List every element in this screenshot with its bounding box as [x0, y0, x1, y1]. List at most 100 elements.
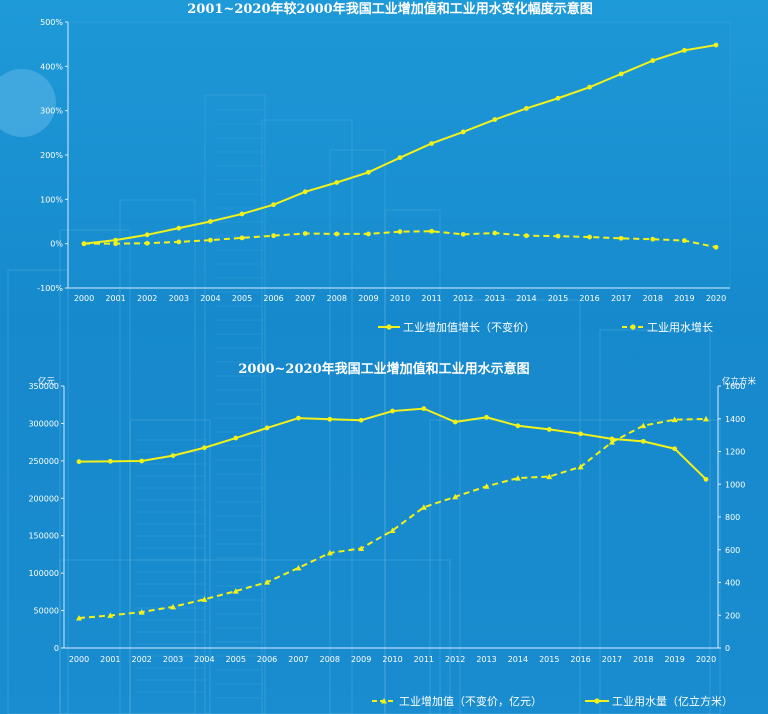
y-left-tick-label: 50000	[34, 607, 59, 616]
x-tick-label: 2011	[421, 294, 441, 303]
series-1-point	[703, 415, 709, 422]
series-1-point	[452, 493, 459, 500]
x-tick-label: 2005	[232, 294, 252, 303]
x-tick-label: 2012	[445, 655, 465, 664]
x-tick-label: 2000	[69, 655, 89, 664]
x-tick-label: 2003	[163, 655, 183, 664]
y-right-tick-label: 800	[725, 513, 740, 522]
x-tick-label: 2001	[105, 294, 125, 303]
y-left-tick-label: 300000	[28, 419, 59, 428]
series-2-point	[264, 425, 270, 431]
series-2-point	[296, 415, 301, 421]
moon-decoration	[0, 69, 56, 137]
series-2-point	[703, 476, 709, 482]
y-right-tick-label: 1000	[725, 480, 745, 489]
series-1-point	[546, 473, 553, 480]
series-1-point	[671, 416, 678, 423]
series-2-point	[555, 233, 561, 239]
x-tick-label: 2012	[453, 294, 473, 303]
legend-label: 工业用水量（亿立方米）	[612, 694, 733, 708]
x-tick-label: 2004	[194, 655, 214, 664]
series-2-point	[546, 426, 552, 432]
series-1-point	[76, 615, 82, 621]
series-2-point	[170, 453, 176, 458]
building-outline	[459, 299, 581, 714]
series-2-point	[107, 458, 113, 464]
series-2-point	[302, 231, 308, 236]
series-1-point	[239, 211, 245, 217]
x-tick-label: 2007	[288, 655, 308, 664]
series-1-point	[555, 95, 561, 101]
series-2-point	[271, 233, 276, 239]
series-1-point	[264, 579, 271, 585]
series-1-point	[232, 588, 239, 594]
series-2-point	[144, 240, 150, 246]
x-tick-label: 2001	[100, 655, 120, 664]
series-2-point	[202, 445, 207, 451]
series-1-point	[176, 225, 182, 231]
y-tick-label: -100%	[37, 284, 63, 293]
series-2-point	[239, 235, 245, 241]
building-outline	[129, 419, 211, 714]
y-left-tick-label: 250000	[28, 457, 59, 466]
x-tick-label: 2015	[548, 294, 568, 303]
series-2-point	[452, 419, 458, 425]
series-2-point	[515, 423, 521, 429]
series-2-point	[81, 241, 87, 247]
x-tick-label: 2020	[696, 655, 716, 664]
series-1-point	[302, 189, 308, 195]
y-tick-label: 200%	[40, 151, 63, 160]
y-tick-label: 400%	[40, 62, 63, 71]
y-left-tick-label: 200000	[28, 494, 59, 503]
x-tick-label: 2005	[226, 655, 246, 664]
x-tick-label: 2010	[382, 655, 402, 664]
y-right-tick-label: 1200	[725, 448, 745, 457]
series-1-point	[138, 609, 145, 615]
x-tick-label: 2018	[643, 294, 663, 303]
series-1-point	[358, 545, 365, 551]
y-right-tick-label: 1600	[725, 382, 745, 391]
series-1-point	[170, 603, 177, 610]
y-left-tick-label: 350000	[28, 382, 59, 391]
x-tick-label: 2002	[137, 294, 157, 303]
x-tick-label: 2004	[200, 294, 220, 303]
series-1-point	[107, 612, 114, 618]
series-1-point	[524, 106, 529, 111]
x-tick-label: 2002	[132, 655, 152, 664]
legend-swatch-marker	[594, 698, 600, 704]
building-outline	[599, 329, 711, 714]
building-outline	[59, 229, 131, 714]
series-1-point	[326, 549, 333, 556]
series-2-point	[334, 231, 340, 237]
series-2-point	[672, 446, 678, 452]
y-right-tick-label: 1400	[725, 415, 745, 424]
y-right-tick-label: 600	[725, 546, 740, 555]
y-tick-label: 500%	[40, 18, 63, 27]
chart-title-bottom: 2000~2020年我国工业增加值和工业用水示意图	[238, 361, 529, 377]
y-tick-label: 0%	[50, 240, 63, 249]
legend-label: 工业增加值（不变价，亿元）	[399, 694, 542, 708]
series-2-point	[650, 236, 656, 242]
x-tick-label: 2006	[257, 655, 277, 664]
y-right-tick-label: 0	[725, 644, 730, 653]
series-2-point	[358, 417, 364, 423]
y-left-tick-label: 0	[54, 644, 59, 653]
series-1-point	[608, 439, 615, 445]
lower-panel-shade	[0, 355, 768, 714]
series-2-point	[618, 235, 624, 241]
series-1-point	[640, 422, 647, 429]
series-2-point	[587, 234, 592, 240]
x-tick-label: 2013	[485, 294, 505, 303]
series-2-point	[397, 229, 403, 235]
y-left-tick-label: 150000	[28, 532, 59, 541]
series-1-point	[713, 42, 719, 48]
y-right-tick-label: 200	[725, 611, 740, 620]
series-2-point	[713, 244, 719, 250]
series-2-point	[208, 237, 213, 243]
series-2-point	[113, 241, 118, 247]
series-2-point	[390, 408, 395, 414]
series-2-point	[429, 228, 434, 234]
series-1-point	[682, 47, 687, 53]
x-tick-label: 2009	[351, 655, 371, 664]
